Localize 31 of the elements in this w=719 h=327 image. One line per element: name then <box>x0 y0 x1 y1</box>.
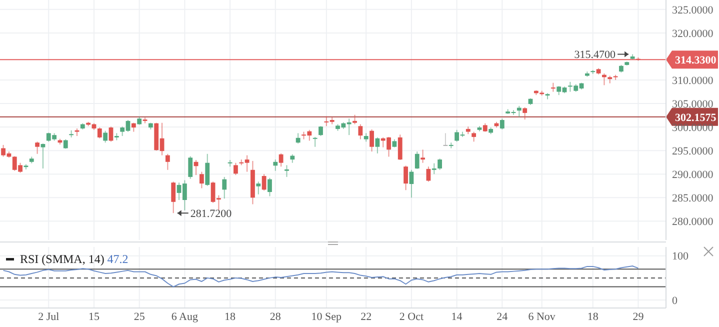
x-tick-label: 6 Aug <box>171 311 198 323</box>
x-tick-label: 6 Nov <box>528 311 556 323</box>
x-tick-label: 2 Oct <box>399 311 424 323</box>
annotation: 315.4700 <box>574 49 616 62</box>
x-tick-label: 29 <box>632 311 644 323</box>
y-tick-label: 280.0000 <box>672 216 714 228</box>
line-series <box>2 266 639 288</box>
y-tick-label: 320.0000 <box>672 28 714 40</box>
annotation: 47.2 <box>107 252 128 266</box>
text: RSI (SMMA, 14) <box>20 252 104 266</box>
x-tick-label: 18 <box>587 311 599 323</box>
x-tick-label: 18 <box>224 311 236 323</box>
y-tick-label: 325.0000 <box>672 4 714 16</box>
y-tick-label: 295.0000 <box>672 145 714 158</box>
x-tick-label: 14 <box>451 311 463 323</box>
x-tick-label: 22 <box>360 311 372 323</box>
annotation: 281.7200 <box>190 208 232 220</box>
x-tick-label: 15 <box>88 311 100 323</box>
y-tick-label: 305.0000 <box>672 98 714 110</box>
y-tick-label: 290.0000 <box>672 168 714 181</box>
x-tick-label: 24 <box>496 311 508 323</box>
ref-line-label: 302.1575 <box>675 112 717 124</box>
x-tick-label: 25 <box>134 311 146 323</box>
y-tick-label: 0 <box>672 294 678 307</box>
x-tick-label: 10 Sep <box>311 311 342 323</box>
y-tick-label: 310.0000 <box>672 74 714 87</box>
y-tick-label: 100 <box>672 250 689 263</box>
x-tick-label: 28 <box>270 311 282 323</box>
y-tick-label: 285.0000 <box>672 192 714 204</box>
x-tick-label: 2 Jul <box>38 311 60 323</box>
ref-line-label: 314.3300 <box>675 54 717 66</box>
